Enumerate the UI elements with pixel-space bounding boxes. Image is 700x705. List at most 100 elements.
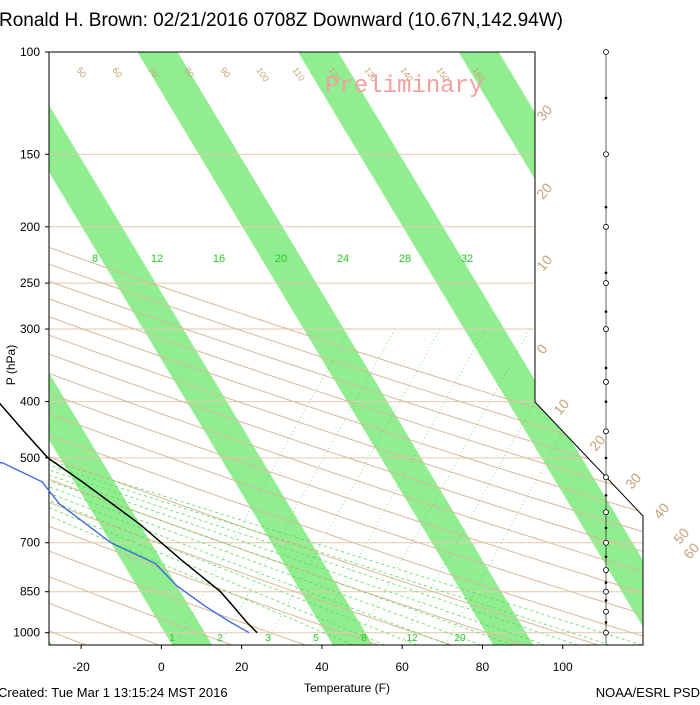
moist-adiabat — [49, 328, 353, 645]
plot-frame — [48, 51, 644, 646]
y-tick-label: 150 — [20, 147, 40, 161]
moist-adiabat — [49, 328, 642, 645]
wind-calm-circle — [603, 428, 609, 435]
moist-adiabat-label: 30 — [533, 102, 555, 124]
dry-adiabat — [49, 52, 643, 645]
dry-adiabat — [49, 52, 643, 645]
dry-adiabat — [49, 52, 643, 645]
mixing-ratio-bottom-label: 2 — [217, 633, 223, 644]
dry-adiabat — [49, 52, 599, 645]
wind-dot — [604, 456, 608, 460]
moist-adiabat-label: 30 — [622, 470, 644, 492]
y-tick-label: 700 — [20, 536, 40, 550]
plot-background — [49, 52, 643, 645]
moist-adiabat-label: 40 — [650, 500, 672, 522]
wind-dot — [604, 621, 608, 624]
moist-adiabat — [49, 328, 546, 645]
moist-adiabat-label: 10 — [533, 252, 555, 274]
wind-calm-circle — [603, 151, 609, 158]
x-tick-label: 20 — [235, 660, 249, 674]
chart-title: Ronald H. Brown: 02/21/2016 0708Z Downwa… — [0, 10, 563, 31]
y-tick-label: 250 — [20, 276, 40, 290]
wind-calm-circle — [603, 223, 609, 230]
y-tick-label: 200 — [20, 220, 40, 234]
mixing-ratio-bottom-label: 12 — [406, 633, 418, 644]
x-tick-label: 60 — [396, 660, 410, 674]
moist-adiabat — [49, 328, 386, 645]
mixing-ratio-top-label: 24 — [337, 253, 349, 265]
dry-adiabat-label: 60 — [110, 65, 124, 79]
wind-calm-circle — [603, 608, 609, 615]
wind-calm-circle — [603, 629, 609, 636]
wind-calm-circle — [603, 509, 609, 516]
dry-adiabat-label: 100 — [254, 65, 271, 83]
x-tick-label: 0 — [158, 660, 165, 674]
y-tick-label: 100 — [20, 45, 40, 59]
wind-calm-circle — [603, 567, 609, 573]
wind-dot — [604, 366, 608, 370]
moist-adiabat-label: 10 — [550, 396, 572, 418]
dry-adiabat — [49, 52, 643, 645]
x-tick-label: 80 — [476, 660, 490, 674]
wind-dot — [604, 400, 608, 403]
mixing-ratio-bottom-label: 20 — [454, 633, 466, 644]
isotherm-band — [49, 52, 213, 645]
moist-adiabat-label: 0 — [533, 341, 550, 357]
y-axis-label: P (hPa) — [4, 345, 18, 385]
dry-adiabat — [49, 52, 233, 645]
moist-adiabat — [49, 328, 482, 645]
wind-dot — [604, 526, 608, 530]
dry-adiabat — [49, 52, 159, 645]
mixing-ratio-bottom-label: 1 — [169, 633, 175, 644]
wind-calm-circle — [603, 588, 609, 595]
mixing-ratio-line — [264, 328, 441, 645]
x-tick-label: 100 — [553, 660, 573, 674]
wind-dot — [604, 599, 608, 602]
wind-dot — [604, 271, 608, 275]
created-timestamp: Created: Tue Mar 1 13:15:24 MST 2016 — [0, 685, 228, 700]
credit-label: NOAA/ESRL PSD — [596, 685, 700, 700]
dry-adiabat — [49, 52, 379, 645]
wind-calm-circle — [603, 539, 609, 546]
chart-labels: -20 0 20 40 60 80 1001001502002503004005007008… — [13, 45, 700, 674]
wind-dot — [604, 581, 608, 584]
dry-adiabat-label: 80 — [182, 65, 196, 79]
dry-adiabat-label: 70 — [146, 65, 160, 79]
preliminary-watermark: Preliminary — [325, 73, 483, 100]
isotherm-band — [49, 52, 373, 645]
dry-adiabat — [49, 52, 643, 645]
x-axis-label: Temperature (F) — [304, 681, 390, 695]
wind-calm-circle — [603, 326, 609, 332]
dry-adiabat-label: 110 — [290, 65, 306, 82]
wind-calm-circle — [603, 379, 609, 385]
dry-adiabat — [49, 52, 526, 645]
wind-dot — [604, 96, 608, 100]
moist-adiabat — [49, 328, 450, 645]
wind-calm-circle — [603, 474, 609, 481]
mixing-ratio-top-label: 28 — [399, 253, 411, 265]
y-tick-label: 1000 — [13, 626, 40, 640]
mixing-ratio-line — [354, 328, 531, 645]
x-tick-label: -20 — [72, 660, 90, 674]
mixing-ratio-top-label: 12 — [151, 253, 163, 265]
dry-adiabat — [49, 52, 452, 645]
y-tick-label: 300 — [20, 322, 40, 336]
dry-adiabat-label: 50 — [74, 65, 88, 79]
y-tick-label: 500 — [20, 451, 40, 465]
wind-dot — [604, 205, 608, 209]
temperature-line — [0, 402, 258, 634]
mixing-ratio-line — [174, 328, 351, 645]
mixing-ratio-bottom-label: 5 — [313, 633, 319, 644]
y-tick-label: 400 — [20, 395, 40, 409]
mixing-ratio-line — [219, 328, 396, 645]
mixing-ratio-top-label: 20 — [275, 253, 287, 265]
dry-adiabat-label: 90 — [218, 65, 232, 79]
dry-adiabat — [49, 52, 306, 645]
dry-adiabat — [49, 52, 643, 645]
wind-calm-circle — [603, 49, 609, 55]
isotherm-band — [298, 52, 643, 645]
isotherm-band — [137, 52, 534, 645]
wind-dot — [604, 494, 608, 497]
